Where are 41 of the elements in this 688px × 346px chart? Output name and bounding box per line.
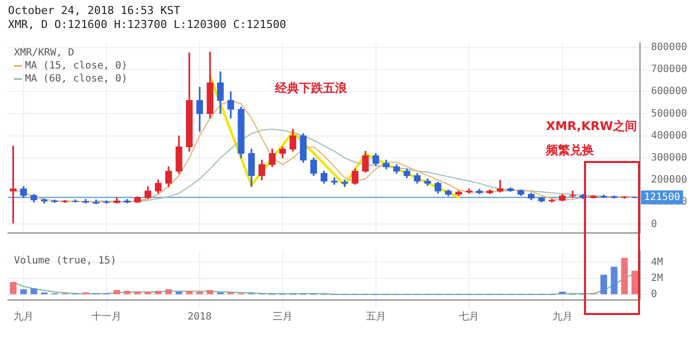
- y-tick-label: 300000: [651, 152, 688, 164]
- y-tick-label: 2M: [651, 272, 664, 284]
- bar: [10, 282, 17, 294]
- annotation: 经典下跌五浪: [275, 80, 348, 97]
- bar: [196, 292, 203, 294]
- legend-title: XMR/KRW, D: [14, 48, 74, 59]
- bar: [610, 266, 618, 294]
- y-tick-label: 400000: [651, 130, 688, 142]
- y-tick-label: 4M: [651, 256, 664, 268]
- bar: [144, 292, 152, 294]
- y-tick-label: 800000: [651, 42, 688, 54]
- bar: [20, 289, 27, 294]
- x-tick-label: 九月: [552, 310, 572, 323]
- x-tick-label: 2018: [188, 312, 212, 323]
- bar: [134, 292, 141, 294]
- x-tick-label: 十一月: [91, 310, 122, 323]
- bar: [165, 289, 172, 294]
- bar: [600, 274, 608, 294]
- y-tick-label: 0: [651, 288, 658, 300]
- x-tick-label: 三月: [272, 312, 293, 323]
- y-tick-label: 200000: [651, 174, 688, 186]
- y-tick-label: 700000: [651, 64, 688, 76]
- chart-title: October 24, 2018 16:53 KST: [8, 4, 182, 18]
- x-tick-label: 七月: [459, 310, 480, 323]
- bar: [176, 292, 182, 294]
- y-tick-label: 600000: [651, 86, 688, 98]
- bar: [113, 290, 120, 294]
- text: Volume (true, 15): [14, 256, 116, 267]
- legend-label: MA (15, close, 0): [25, 60, 128, 72]
- bar: [621, 258, 628, 294]
- bar: [30, 288, 38, 294]
- y-tick-label: 0: [651, 218, 658, 230]
- chart-subtitle: XMR, D O:121600 H:123700 L:120300 C:121500: [8, 18, 288, 32]
- bar: [558, 292, 566, 294]
- annotation: XMR,KRW之间频繁兑换: [546, 118, 638, 159]
- legend-label: MA (60, close, 0): [25, 74, 128, 85]
- bar: [206, 290, 214, 294]
- x-tick-label: 九月: [14, 310, 34, 323]
- x-tick-label: 五月: [366, 312, 386, 323]
- bar: [631, 270, 638, 294]
- y-tick-label: 500000: [651, 108, 688, 120]
